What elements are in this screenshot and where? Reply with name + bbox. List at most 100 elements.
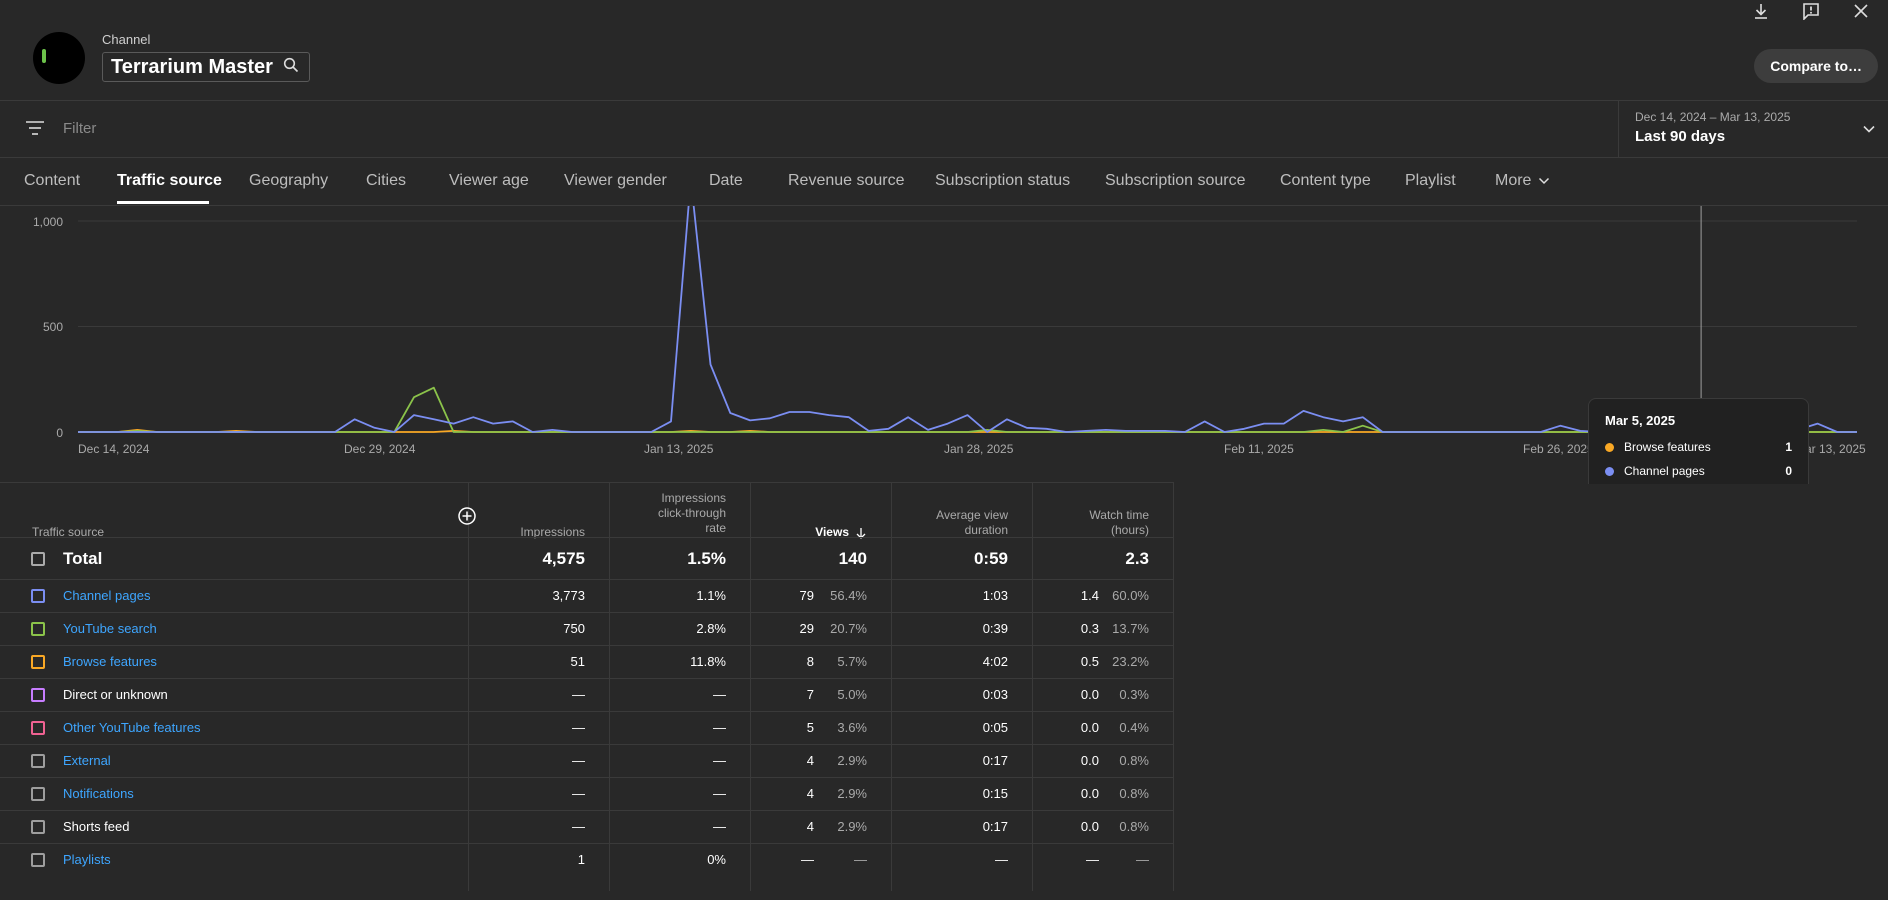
tab-subscription-status[interactable]: Subscription status [935,172,1071,189]
header-watch-time[interactable]: Watch time (hours) [1034,508,1149,538]
tab-traffic-source[interactable]: Traffic source [117,172,222,189]
header-avd-line: duration [964,523,1008,537]
tab-date[interactable]: Date [709,172,743,189]
traffic-table: Traffic source Impressions Impressions c… [0,482,1174,900]
table-row: Notifications — — 4 2.9% 0:15 0.0 0.8% [0,777,1174,811]
cell-views: 4 [806,786,814,801]
cell-views-pct: 56.4% [830,588,867,603]
cell-watch-time: 0.0 [1080,687,1099,702]
table-row: Channel pages 3,773 1.1% 79 56.4% 1:03 1.4 60.0… [0,579,1174,613]
channel-label: Channel [102,32,151,47]
source-browse-features[interactable]: Browse features [63,654,157,669]
header-ctr-line: Impressions [661,491,726,505]
series-line-youtube-search[interactable] [78,386,1857,433]
cell-watch-pct: 0.8% [1119,786,1149,801]
filter-icon[interactable] [25,120,45,141]
column-divider [1032,483,1033,891]
source-notifications[interactable]: Notifications [63,786,134,801]
tab-content-type[interactable]: Content type [1280,172,1371,189]
row-checkbox[interactable] [31,853,45,867]
cell-views-pct: 5.0% [837,687,867,702]
table-row: Shorts feed — — 4 2.9% 0:17 0.0 0.8% [0,810,1174,844]
close-icon[interactable] [1850,0,1872,22]
row-checkbox[interactable] [31,622,45,636]
tab-geography[interactable]: Geography [249,172,329,189]
cell-ctr: — [713,687,726,702]
tab-content[interactable]: Content [24,172,81,189]
cell-watch-time: 0.0 [1080,720,1099,735]
x-tick-label: Jan 28, 2025 [944,442,1014,456]
tooltip-value: 0 [1785,464,1792,478]
date-range: Dec 14, 2024 – Mar 13, 2025 [1635,110,1791,124]
cell-avd: 0:39 [982,621,1008,636]
total-ctr: 1.5% [687,549,726,568]
date-range-picker[interactable]: Dec 14, 2024 – Mar 13, 2025 Last 90 days [1618,101,1888,157]
chart-plot[interactable] [0,206,1888,481]
row-checkbox[interactable] [31,589,45,603]
header-ctr[interactable]: Impressions click-through rate [611,491,726,536]
cell-avd: 0:05 [982,720,1008,735]
tab-viewer-age[interactable]: Viewer age [449,172,529,189]
tooltip-value: 1 [1785,440,1792,454]
cell-views-pct: 20.7% [830,621,867,636]
tooltip-label: Channel pages [1624,464,1705,478]
source-playlists[interactable]: Playlists [63,852,111,867]
tab-viewer-gender[interactable]: Viewer gender [564,172,667,189]
source-youtube-search[interactable]: YouTube search [63,621,157,636]
add-column-icon[interactable] [458,507,476,525]
table-row: Playlists 1 0% — — — — — [0,843,1174,877]
header-avg-view-duration[interactable]: Average view duration [893,508,1008,538]
row-checkbox[interactable] [31,787,45,801]
search-icon[interactable] [283,57,299,78]
tab-subscription-source[interactable]: Subscription source [1105,172,1246,189]
x-tick-label: Feb 26, 2025 [1523,442,1594,456]
x-tick-label: Feb 11, 2025 [1224,442,1294,456]
tab-revenue-source[interactable]: Revenue source [788,172,905,189]
row-checkbox[interactable] [31,820,45,834]
channel-selector[interactable]: Terrarium Master [102,52,310,82]
tab-more[interactable]: More [1495,172,1551,190]
feedback-icon[interactable] [1800,0,1822,22]
tooltip-row: Browse features 1 [1605,440,1792,454]
row-checkbox[interactable] [31,655,45,669]
row-checkbox[interactable] [31,688,45,702]
cell-watch-time: 0.0 [1080,753,1099,768]
row-checkbox[interactable] [31,721,45,735]
compare-button[interactable]: Compare to… [1754,49,1878,83]
cell-views: 4 [806,819,814,834]
column-divider [891,483,892,891]
cell-watch-pct: — [1136,852,1149,867]
cell-views: 8 [806,654,814,669]
series-line-channel-pages[interactable] [78,206,1857,433]
header-impressions[interactable]: Impressions [520,525,585,539]
filter-input[interactable]: Filter [63,120,97,137]
row-checkbox[interactable] [31,754,45,768]
header-traffic-source[interactable]: Traffic source [32,525,105,539]
cell-ctr: — [713,786,726,801]
cell-ctr: — [713,720,726,735]
cell-watch-time: 0.3 [1080,621,1099,636]
tab-playlist[interactable]: Playlist [1405,172,1456,189]
source-channel-pages[interactable]: Channel pages [63,588,151,603]
cell-views: 79 [799,588,814,603]
source-other-youtube-features[interactable]: Other YouTube features [63,720,201,735]
tab-cities[interactable]: Cities [366,172,407,189]
cell-watch-pct: 23.2% [1112,654,1149,669]
chart-tooltip: Mar 5, 2025 Browse features 1 Channel pa… [1588,398,1809,484]
cell-impressions: — [572,720,585,735]
source-external[interactable]: External [63,753,111,768]
source-shorts-feed: Shorts feed [63,819,130,834]
cell-ctr: 2.8% [696,621,726,636]
chevron-down-icon [1539,177,1550,185]
cell-watch-time: 0.0 [1080,786,1099,801]
cell-views: 4 [806,753,814,768]
download-icon[interactable] [1750,0,1772,22]
tooltip-label: Browse features [1624,440,1711,454]
total-checkbox[interactable] [31,552,45,566]
chevron-down-icon[interactable] [1861,121,1877,142]
cell-avd: 0:15 [982,786,1008,801]
cell-views-pct: 5.7% [837,654,867,669]
total-row: Total 4,575 1.5% 140 0:59 2.3 [0,537,1174,580]
cell-impressions: 750 [563,621,585,636]
cell-watch-time: 1.4 [1080,588,1099,603]
